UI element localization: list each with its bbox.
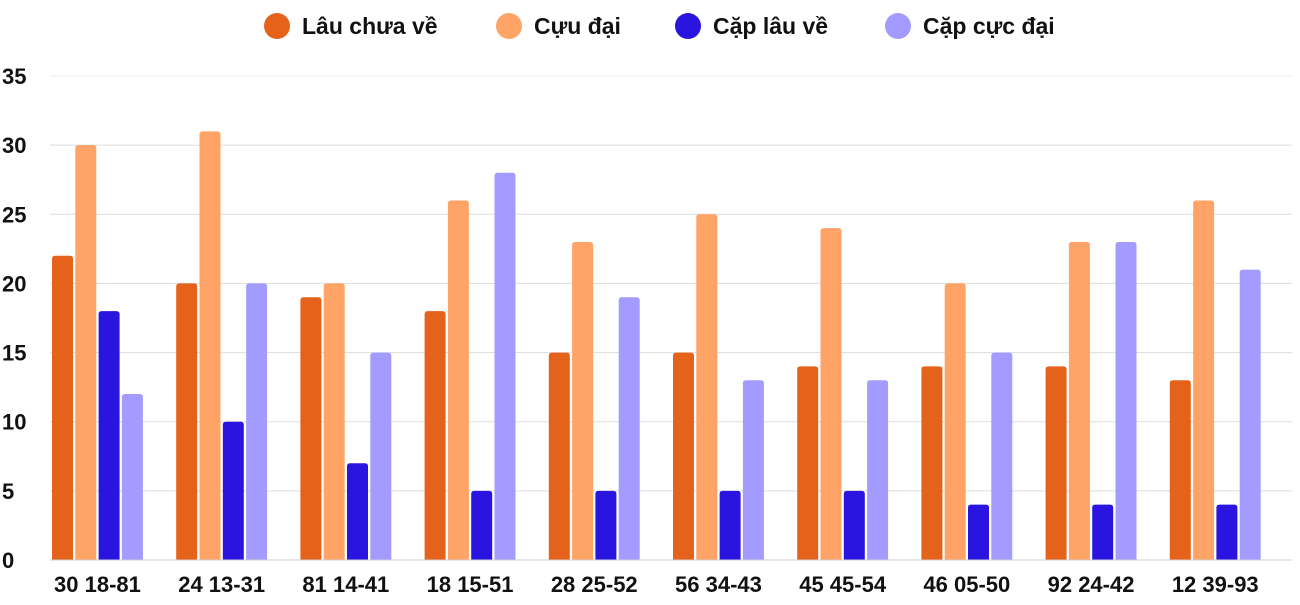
bar xyxy=(548,352,570,560)
bar xyxy=(1068,241,1090,560)
y-tick-label: 35 xyxy=(2,64,26,89)
bar xyxy=(300,297,322,560)
legend-label: Cựu đại xyxy=(534,13,621,39)
bar xyxy=(176,283,198,560)
bar xyxy=(1193,200,1215,560)
bar xyxy=(595,490,617,560)
legend-swatch xyxy=(264,13,290,39)
legend-swatch xyxy=(675,13,701,39)
bar xyxy=(696,214,718,561)
bar xyxy=(52,255,73,560)
legend-label: Cặp lâu về xyxy=(713,13,828,39)
bar xyxy=(222,421,244,560)
legend-swatch xyxy=(496,13,522,39)
bar xyxy=(820,228,842,560)
y-tick-label: 15 xyxy=(2,341,26,366)
bar xyxy=(121,394,143,560)
bar xyxy=(447,200,469,560)
bar xyxy=(991,352,1013,560)
x-tick-label: 81 14-41 xyxy=(302,572,389,597)
x-tick-label: 28 25-52 xyxy=(551,572,638,597)
bar xyxy=(471,490,493,560)
bar xyxy=(347,463,368,560)
bar xyxy=(424,311,446,560)
bar xyxy=(98,311,120,560)
bar xyxy=(673,352,694,560)
legend-label: Lâu chưa về xyxy=(302,13,438,39)
bar xyxy=(323,283,345,560)
x-tick-label: 92 24-42 xyxy=(1048,572,1135,597)
x-tick-label: 56 34-43 xyxy=(675,572,762,597)
x-tick-label: 45 45-54 xyxy=(799,572,887,597)
y-tick-label: 30 xyxy=(2,133,26,158)
bar xyxy=(742,380,764,560)
bar xyxy=(1045,366,1067,560)
x-tick-label: 12 39-93 xyxy=(1172,572,1259,597)
bar xyxy=(1239,269,1261,560)
legend-label: Cặp cực đại xyxy=(923,13,1055,39)
bar xyxy=(797,366,819,560)
bar xyxy=(1092,504,1114,560)
bar xyxy=(75,145,97,560)
y-tick-label: 5 xyxy=(2,479,14,504)
bar xyxy=(199,131,221,561)
bar xyxy=(618,297,640,560)
bar xyxy=(719,490,741,560)
legend-swatch xyxy=(885,13,911,39)
bar xyxy=(370,352,392,560)
bar xyxy=(1216,504,1238,560)
bar xyxy=(867,380,889,560)
y-tick-label: 10 xyxy=(2,410,26,435)
bar xyxy=(1169,380,1191,560)
bar xyxy=(246,283,268,560)
bar xyxy=(572,241,594,560)
x-tick-label: 46 05-50 xyxy=(923,572,1010,597)
y-tick-label: 25 xyxy=(2,202,26,227)
y-tick-label: 0 xyxy=(2,548,14,573)
bar xyxy=(921,366,943,560)
x-tick-label: 18 15-51 xyxy=(427,572,514,597)
y-tick-label: 20 xyxy=(2,271,26,296)
bar xyxy=(944,283,966,560)
bar xyxy=(494,172,516,561)
x-tick-label: 30 18-81 xyxy=(54,572,141,597)
bar xyxy=(968,504,989,560)
bar xyxy=(1115,241,1137,560)
bar xyxy=(843,490,865,560)
x-tick-label: 24 13-31 xyxy=(178,572,265,597)
